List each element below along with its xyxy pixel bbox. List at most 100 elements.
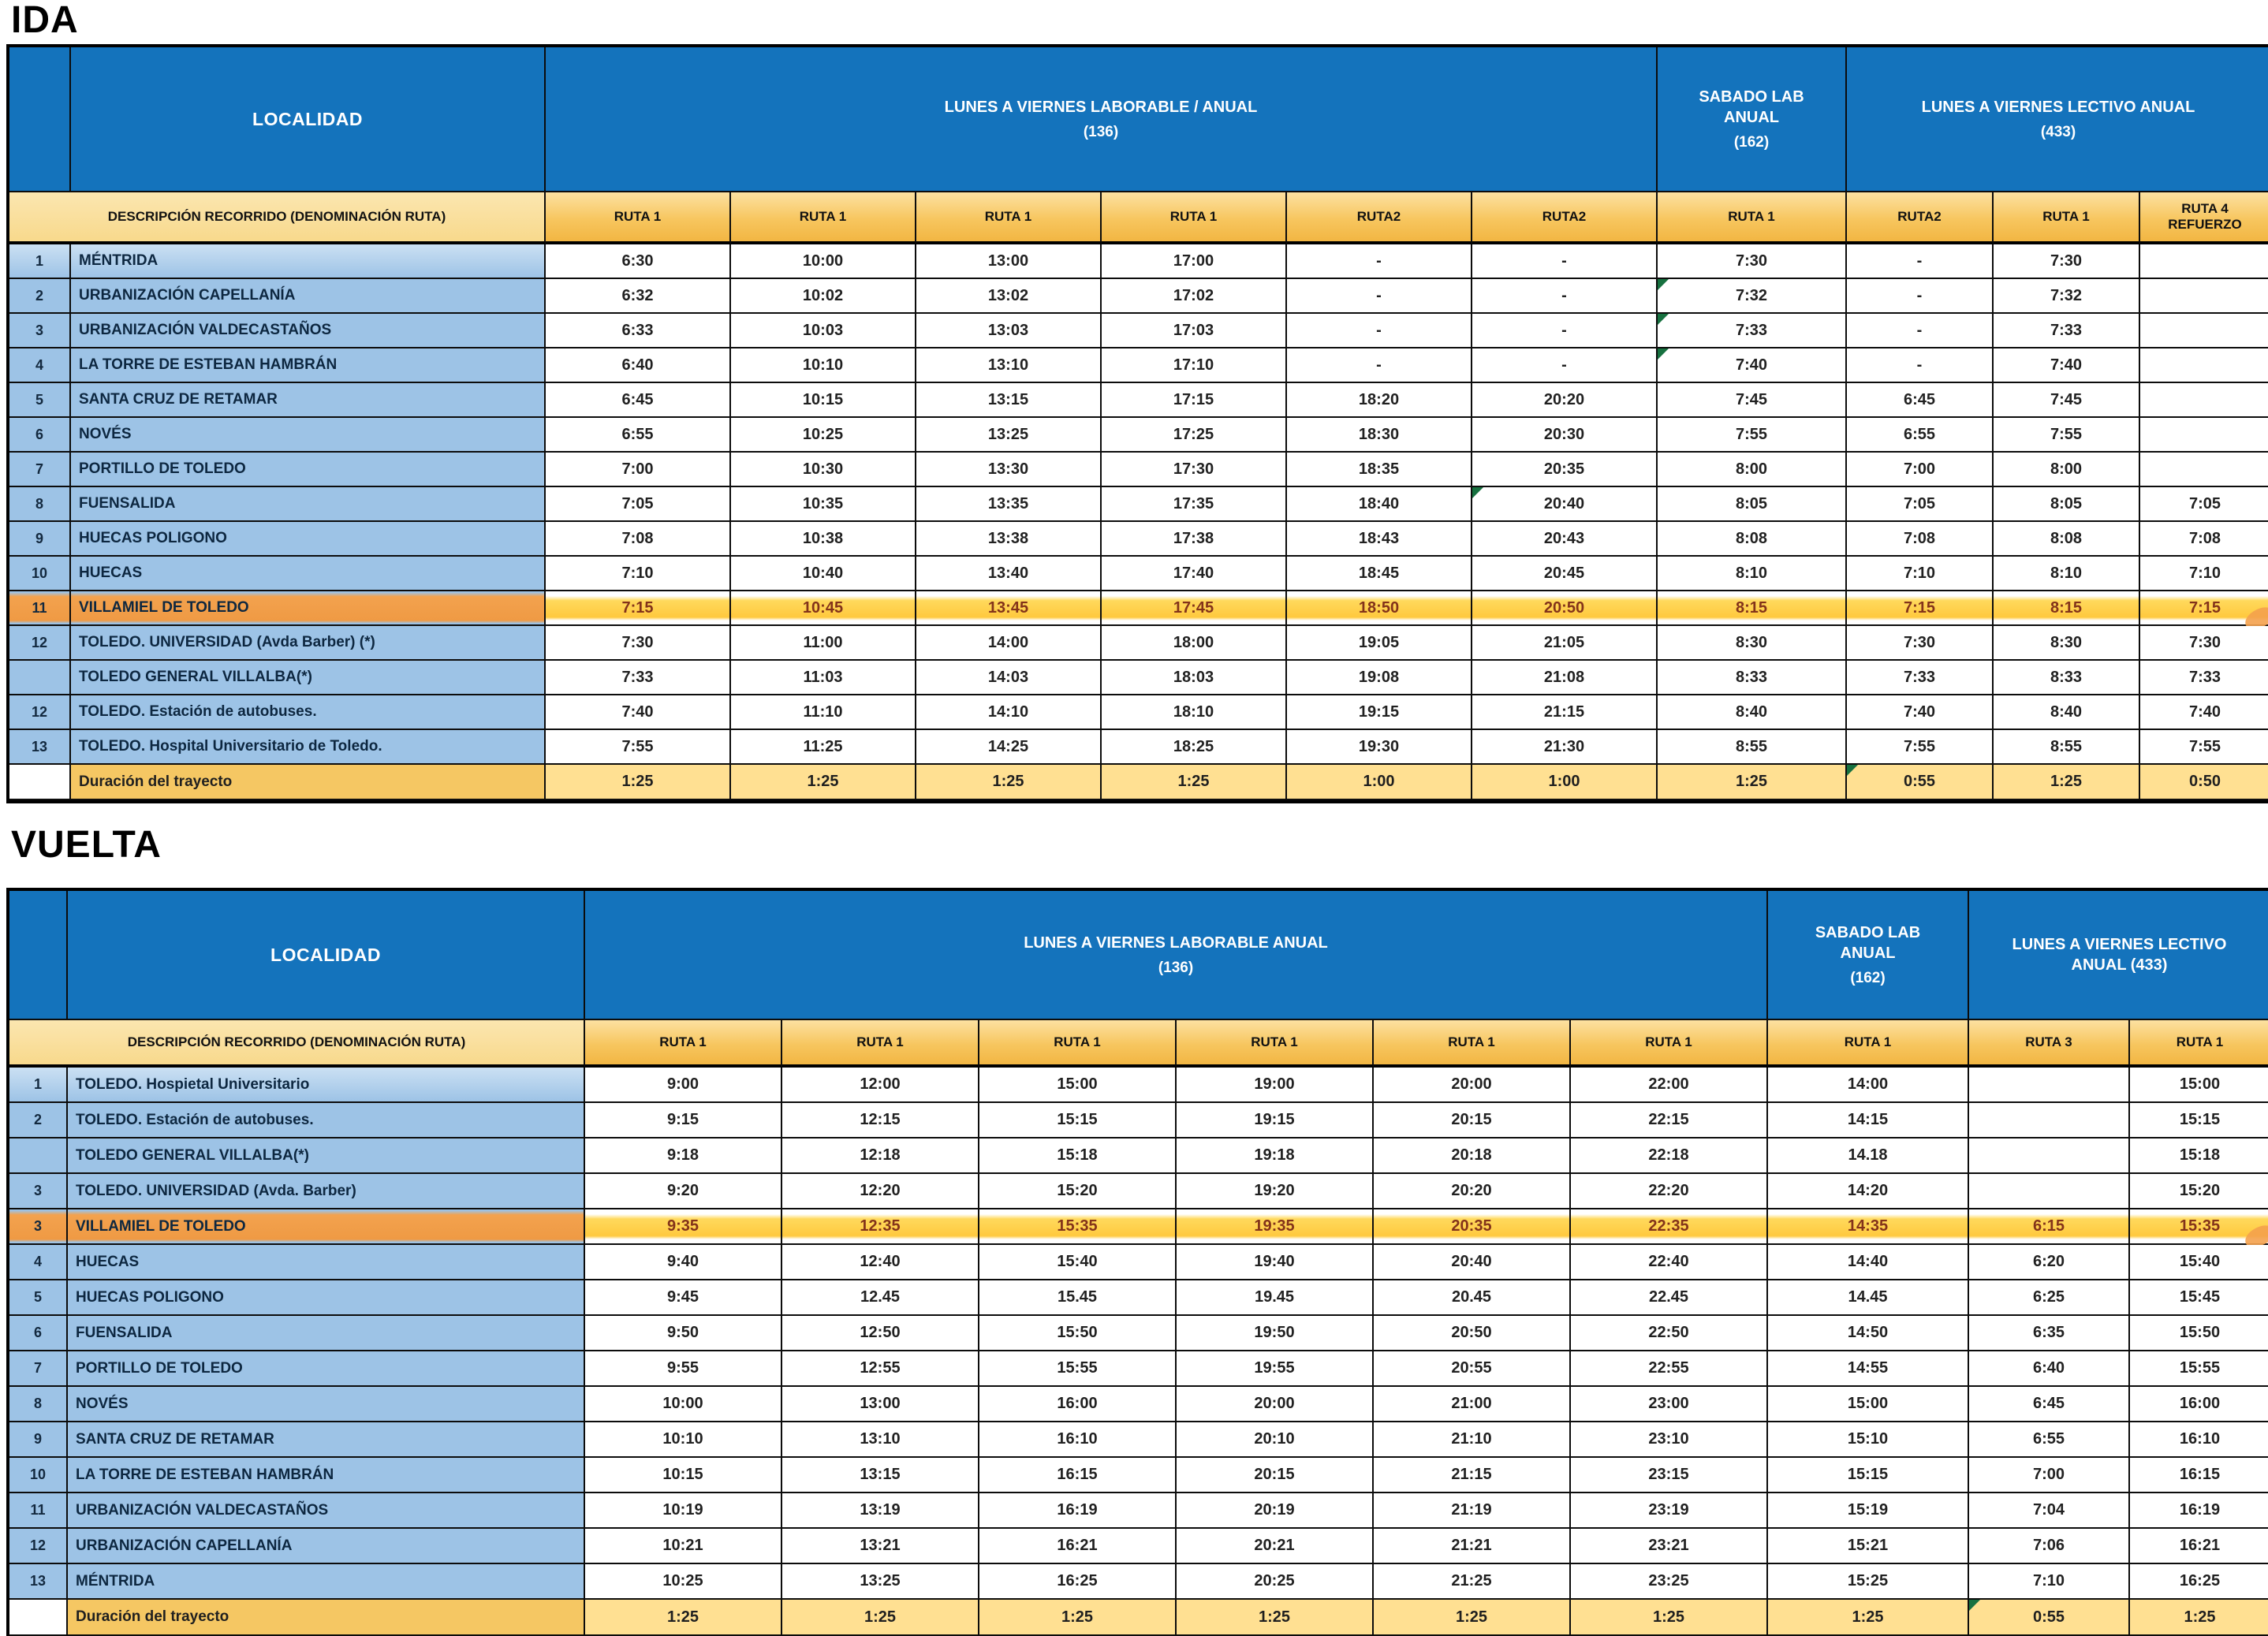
time-cell: 8:00 <box>1994 453 2140 487</box>
time-cell: - <box>1847 279 1994 314</box>
time-cell: 7:30 <box>546 626 731 661</box>
time-cell: - <box>1287 244 1472 279</box>
row-number: 1 <box>9 244 71 279</box>
time-cell: 20:15 <box>1177 1458 1374 1493</box>
time-cell: 7:32 <box>1994 279 2140 314</box>
time-cell: 14:55 <box>1768 1351 1969 1387</box>
time-cell: 20:15 <box>1374 1103 1571 1138</box>
locality-name: TOLEDO. UNIVERSIDAD (Avda. Barber) <box>68 1174 585 1209</box>
time-cell: 18:20 <box>1287 383 1472 418</box>
time-cell: 15:15 <box>2130 1103 2268 1138</box>
row-number: 7 <box>9 453 71 487</box>
row-number: 3 <box>9 1174 68 1209</box>
time-cell: 17:25 <box>1102 418 1287 453</box>
time-cell: 19:15 <box>1287 695 1472 730</box>
time-cell: 10:38 <box>731 522 916 557</box>
time-cell: 19:00 <box>1177 1068 1374 1103</box>
duration-row-spacer <box>9 765 71 800</box>
time-cell: 10:25 <box>731 418 916 453</box>
time-cell: 13:25 <box>782 1564 979 1600</box>
time-cell: 17:38 <box>1102 522 1287 557</box>
time-cell: 8:33 <box>1994 661 2140 695</box>
time-cell: 6:45 <box>1847 383 1994 418</box>
time-cell <box>2140 314 2268 348</box>
vuelta-ruta-header-1: RUTA 1 <box>782 1020 979 1068</box>
time-cell: 20:00 <box>1374 1068 1571 1103</box>
time-cell: 21:19 <box>1374 1493 1571 1529</box>
time-cell: 12:00 <box>782 1068 979 1103</box>
time-cell: 8:05 <box>1658 487 1847 522</box>
time-cell: 8:05 <box>1994 487 2140 522</box>
time-cell: 7:15 <box>2140 591 2268 626</box>
time-cell: 18:30 <box>1287 418 1472 453</box>
time-cell: 23:15 <box>1571 1458 1768 1493</box>
time-cell: 21:00 <box>1374 1387 1571 1422</box>
locality-name: URBANIZACIÓN CAPELLANÍA <box>68 1529 585 1564</box>
time-cell: 19:55 <box>1177 1351 1374 1387</box>
time-cell: 13:10 <box>782 1422 979 1458</box>
time-cell: 9:35 <box>585 1209 782 1245</box>
time-cell: 14.45 <box>1768 1280 1969 1316</box>
time-cell: 16:00 <box>979 1387 1177 1422</box>
duration-value: 1:25 <box>1658 765 1847 800</box>
row-number: 5 <box>9 1280 68 1316</box>
time-cell: 8:15 <box>1658 591 1847 626</box>
locality-name: HUECAS <box>68 1245 585 1280</box>
time-cell: 15:00 <box>1768 1387 1969 1422</box>
time-cell: 15:40 <box>979 1245 1177 1280</box>
row-number: 11 <box>9 1493 68 1529</box>
time-cell: 20:20 <box>1472 383 1658 418</box>
row-number: 12 <box>9 695 71 730</box>
locality-name: FUENSALIDA <box>68 1316 585 1351</box>
duration-value: 1:25 <box>1994 765 2140 800</box>
time-cell: 6:55 <box>1969 1422 2130 1458</box>
time-cell <box>1969 1103 2130 1138</box>
vuelta-ruta-header-0: RUTA 1 <box>585 1020 782 1068</box>
row-number: 1 <box>9 1068 68 1103</box>
time-cell: 6:35 <box>1969 1316 2130 1351</box>
time-cell: 7:04 <box>1969 1493 2130 1529</box>
row-number: 6 <box>9 1316 68 1351</box>
time-cell: 10:45 <box>731 591 916 626</box>
time-cell: 13:40 <box>916 557 1102 591</box>
time-cell: 21:10 <box>1374 1422 1571 1458</box>
time-cell: 10:03 <box>731 314 916 348</box>
time-cell: 7:40 <box>1994 348 2140 383</box>
ida-ruta-header-6: RUTA 1 <box>1658 192 1847 244</box>
time-cell: 7:05 <box>1847 487 1994 522</box>
time-cell: 6:40 <box>546 348 731 383</box>
row-number: 3 <box>9 1209 68 1245</box>
time-cell: 16:10 <box>979 1422 1177 1458</box>
time-cell: 9:40 <box>585 1245 782 1280</box>
time-cell: 7:00 <box>1969 1458 2130 1493</box>
time-cell: 6:55 <box>546 418 731 453</box>
time-cell: 23:25 <box>1571 1564 1768 1600</box>
time-cell: 7:55 <box>1847 730 1994 765</box>
time-cell: - <box>1287 314 1472 348</box>
time-cell: 14:00 <box>916 626 1102 661</box>
ida-ruta-header-7: RUTA2 <box>1847 192 1994 244</box>
vuelta-duration-label: Duración del trayecto <box>68 1600 585 1636</box>
duration-value: 1:25 <box>1177 1600 1374 1636</box>
time-cell: 7:05 <box>2140 487 2268 522</box>
time-cell: 12:50 <box>782 1316 979 1351</box>
locality-name: HUECAS <box>71 557 546 591</box>
time-cell: 8:08 <box>1658 522 1847 557</box>
duration-value: 1:00 <box>1287 765 1472 800</box>
locality-name: TOLEDO. UNIVERSIDAD (Avda Barber) (*) <box>71 626 546 661</box>
time-cell: 20:25 <box>1177 1564 1374 1600</box>
time-cell: 10:00 <box>585 1387 782 1422</box>
time-cell <box>1969 1174 2130 1209</box>
time-cell: 14:00 <box>1768 1068 1969 1103</box>
time-cell: 12:55 <box>782 1351 979 1387</box>
vuelta-descripcion-header: DESCRIPCIÓN RECORRIDO (DENOMINACIÓN RUTA… <box>9 1020 585 1068</box>
time-cell: 14:25 <box>916 730 1102 765</box>
time-cell: 19:18 <box>1177 1138 1374 1174</box>
locality-name: NOVÉS <box>71 418 546 453</box>
time-cell: 6:30 <box>546 244 731 279</box>
time-cell: 12.45 <box>782 1280 979 1316</box>
duration-value: 1:25 <box>2130 1600 2268 1636</box>
time-cell: 20:18 <box>1374 1138 1571 1174</box>
time-cell: 6:15 <box>1969 1209 2130 1245</box>
locality-name: VILLAMIEL DE TOLEDO <box>71 591 546 626</box>
